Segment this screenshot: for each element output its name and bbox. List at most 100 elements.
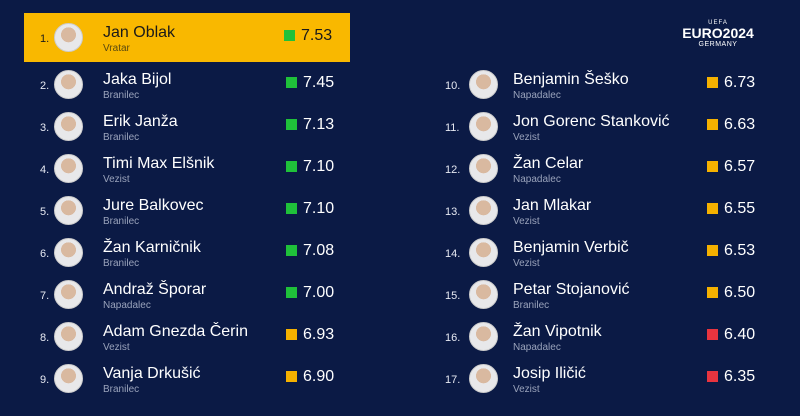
rating-indicator bbox=[707, 119, 718, 130]
rank: 10. bbox=[445, 80, 461, 92]
rating-indicator bbox=[286, 77, 297, 88]
rating-indicator bbox=[284, 30, 295, 41]
rating: 7.53 bbox=[301, 27, 333, 44]
player-name: Andraž Šporar bbox=[103, 281, 207, 298]
rating: 6.35 bbox=[724, 368, 756, 385]
rating: 6.57 bbox=[724, 158, 756, 175]
logo-host: GERMANY bbox=[698, 41, 738, 48]
avatar bbox=[54, 154, 83, 183]
rating: 6.73 bbox=[724, 74, 756, 91]
rank: 8. bbox=[40, 332, 50, 344]
rating-indicator bbox=[707, 161, 718, 172]
player-position: Vratar bbox=[103, 43, 130, 54]
avatar bbox=[469, 70, 498, 99]
player-position: Napadalec bbox=[513, 174, 561, 185]
player-name: Žan Karničnik bbox=[103, 239, 201, 256]
rating: 7.00 bbox=[303, 284, 335, 301]
avatar bbox=[54, 23, 83, 52]
logo-title: EURO2024 bbox=[682, 25, 754, 41]
rating: 6.53 bbox=[724, 242, 756, 259]
player-position: Branilec bbox=[103, 258, 140, 269]
rating: 6.40 bbox=[724, 326, 756, 343]
rank: 3. bbox=[40, 122, 50, 134]
rating-indicator bbox=[286, 203, 297, 214]
avatar bbox=[54, 238, 83, 267]
player-name: Petar Stojanović bbox=[513, 281, 630, 298]
avatar bbox=[54, 322, 83, 351]
avatar bbox=[469, 154, 498, 183]
rank: 15. bbox=[445, 290, 461, 302]
rating-indicator bbox=[286, 161, 297, 172]
rating-indicator bbox=[707, 287, 718, 298]
player-name: Vanja Drkušić bbox=[103, 365, 201, 382]
player-position: Branilec bbox=[513, 300, 550, 311]
player-name: Jon Gorenc Stanković bbox=[513, 113, 670, 130]
rank: 13. bbox=[445, 206, 461, 218]
player-name: Erik Janža bbox=[103, 113, 178, 130]
player-position: Branilec bbox=[103, 132, 140, 143]
rank: 12. bbox=[445, 164, 461, 176]
rating-indicator bbox=[707, 329, 718, 340]
player-name: Josip Iličić bbox=[513, 365, 586, 382]
player-position: Napadalec bbox=[103, 300, 151, 311]
player-position: Vezist bbox=[513, 132, 540, 143]
rating-indicator bbox=[707, 245, 718, 256]
player-name: Žan Celar bbox=[513, 155, 584, 172]
player-position: Branilec bbox=[103, 216, 140, 227]
rating: 6.63 bbox=[724, 116, 756, 133]
rating: 6.55 bbox=[724, 200, 756, 217]
player-position: Branilec bbox=[103, 90, 140, 101]
rank: 7. bbox=[40, 290, 50, 302]
rating: 6.93 bbox=[303, 326, 335, 343]
rating: 6.50 bbox=[724, 284, 756, 301]
rank: 1. bbox=[40, 33, 50, 45]
player-position: Vezist bbox=[103, 174, 130, 185]
rating-indicator bbox=[286, 329, 297, 340]
rating: 7.08 bbox=[303, 242, 335, 259]
rank: 6. bbox=[40, 248, 50, 260]
player-name: Timi Max Elšnik bbox=[103, 155, 215, 172]
player-position: Napadalec bbox=[513, 90, 561, 101]
rating-indicator bbox=[286, 119, 297, 130]
player-name: Benjamin Šeško bbox=[513, 71, 629, 88]
logo-org: UEFA bbox=[708, 20, 728, 26]
rank: 11. bbox=[445, 122, 460, 134]
rating-indicator bbox=[707, 77, 718, 88]
logo: UEFA EURO2024 GERMANY bbox=[672, 20, 764, 60]
player-position: Napadalec bbox=[513, 342, 561, 353]
player-name: Jan Mlakar bbox=[513, 197, 592, 214]
rank: 5. bbox=[40, 206, 50, 218]
player-position: Vezist bbox=[513, 258, 540, 269]
avatar bbox=[54, 112, 83, 141]
avatar bbox=[469, 196, 498, 225]
avatar bbox=[469, 322, 498, 351]
rating-indicator bbox=[286, 371, 297, 382]
player-name: Benjamin Verbič bbox=[513, 239, 629, 256]
rank: 16. bbox=[445, 332, 461, 344]
rating: 7.10 bbox=[303, 158, 335, 175]
player-position: Vezist bbox=[513, 216, 540, 227]
avatar bbox=[469, 280, 498, 309]
player-position: Vezist bbox=[103, 342, 130, 353]
avatar bbox=[469, 238, 498, 267]
player-name: Jan Oblak bbox=[103, 24, 176, 41]
avatar bbox=[469, 112, 498, 141]
player-position: Branilec bbox=[103, 384, 140, 395]
avatar bbox=[54, 196, 83, 225]
rank: 9. bbox=[40, 374, 50, 386]
player-name: Jaka Bijol bbox=[103, 71, 172, 88]
rating: 6.90 bbox=[303, 368, 335, 385]
avatar bbox=[54, 70, 83, 99]
player-name: Adam Gnezda Čerin bbox=[103, 323, 248, 340]
rank: 17. bbox=[445, 374, 461, 386]
avatar bbox=[469, 364, 498, 393]
player-position: Vezist bbox=[513, 384, 540, 395]
rank: 14. bbox=[445, 248, 461, 260]
rating: 7.45 bbox=[303, 74, 335, 91]
rating-indicator bbox=[707, 371, 718, 382]
rating-indicator bbox=[286, 287, 297, 298]
player-name: Žan Vipotnik bbox=[513, 323, 602, 340]
player-name: Jure Balkovec bbox=[103, 197, 204, 214]
